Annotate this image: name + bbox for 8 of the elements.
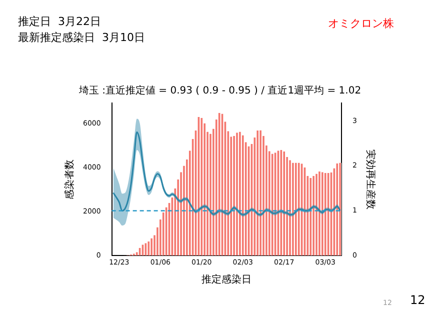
- text: 最新推定感染日 3月10日: [18, 31, 145, 44]
- y-axis-title: 感染者数: [64, 159, 76, 200]
- y2-axis-title: 実効再生産数: [364, 149, 376, 210]
- text: 推定日 3月22日: [18, 15, 101, 28]
- text: オミクロン株: [328, 17, 394, 30]
- x-axis-title: 推定感染日: [202, 274, 252, 286]
- text: 12: [410, 293, 426, 308]
- chart-title: 埼玉 :直近推定値 = 0.93 ( 0.9 - 0.95 ) / 直近1週平均 = 1.02: [78, 84, 362, 97]
